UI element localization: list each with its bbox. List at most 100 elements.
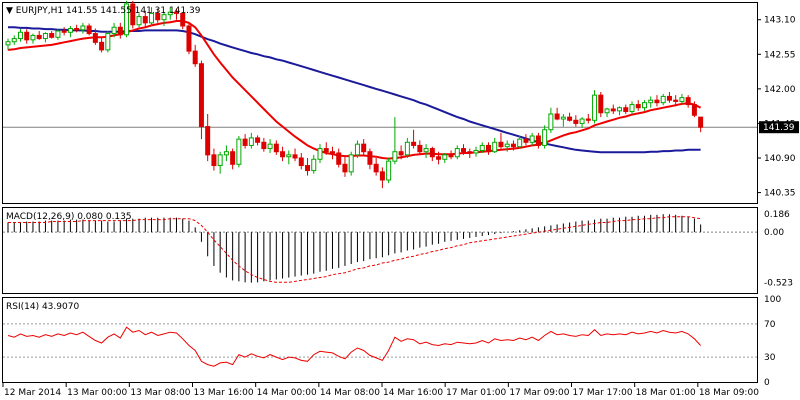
time-tick-label: 17 Mar 17:00 <box>573 388 633 398</box>
price-tick-label: 140.35 <box>764 189 796 199</box>
candle-body <box>429 148 435 158</box>
candle-body <box>86 25 92 35</box>
candle-body <box>354 143 360 156</box>
candle-body <box>535 135 541 146</box>
candle-body <box>660 95 666 104</box>
candle-body <box>673 99 679 102</box>
candle-series <box>5 0 704 189</box>
price-tick-label: 142.55 <box>764 50 796 60</box>
candle-body <box>36 34 42 40</box>
candle-body <box>573 119 579 124</box>
current-price-label: 141.39 <box>763 123 795 133</box>
candle-body <box>592 94 598 121</box>
candle-body <box>192 50 198 65</box>
candle-body <box>629 104 635 112</box>
rsi-tick-label: 70 <box>764 320 776 330</box>
candle-body <box>691 104 697 116</box>
candle-body <box>67 28 73 33</box>
macd-series <box>3 214 757 283</box>
candle-body <box>698 116 704 128</box>
candle-body <box>523 138 529 143</box>
candle-body <box>529 135 535 143</box>
candle-body <box>55 30 61 38</box>
candle-body <box>42 33 48 40</box>
candle-body <box>255 137 261 143</box>
candle-body <box>442 154 448 160</box>
candle-body <box>635 104 641 109</box>
candle-body <box>504 143 510 148</box>
macd-tick-label: -0.523 <box>764 279 793 289</box>
candle-body <box>105 33 111 51</box>
candle-body <box>298 157 304 167</box>
candle-body <box>585 118 591 121</box>
rsi-series <box>3 323 757 367</box>
candle-body <box>280 151 286 158</box>
macd-title: MACD(12,26,9) 0.080 0.135 <box>6 212 132 222</box>
candle-body <box>648 99 654 104</box>
candle-body <box>180 12 186 27</box>
candle-body <box>130 3 136 26</box>
rsi-line <box>7 326 701 367</box>
candle-body <box>49 33 55 38</box>
time-tick-label: 13 Mar 16:00 <box>194 388 254 398</box>
candle-body <box>398 151 404 156</box>
candle-body <box>461 148 467 153</box>
candle-body <box>654 99 660 104</box>
macd-tick-label: 0.00 <box>764 228 784 238</box>
candle-body <box>423 148 429 153</box>
candle-body <box>666 95 672 101</box>
macd-tick-label: 0.186 <box>764 210 790 220</box>
candle-body <box>230 151 236 165</box>
price-tick-label: 140.90 <box>764 154 796 164</box>
candle-body <box>261 141 267 150</box>
candle-body <box>211 154 217 167</box>
candle-body <box>267 143 273 150</box>
candle-body <box>329 151 335 154</box>
candle-body <box>542 129 548 146</box>
rsi-tick-label: 100 <box>764 295 781 305</box>
candle-body <box>111 26 117 35</box>
candle-body <box>124 3 130 36</box>
candle-body <box>517 138 523 148</box>
candle-body <box>186 25 192 52</box>
candle-body <box>492 141 498 153</box>
candle-body <box>479 144 485 151</box>
slow-ma-line <box>8 26 701 154</box>
candle-body <box>411 141 417 146</box>
symbol-header: ▼ EURJPY,H1 141.55 141.55 141.31 141.39 <box>6 6 201 16</box>
candle-body <box>641 102 647 109</box>
time-tick-label: 17 Mar 01:00 <box>446 388 506 398</box>
candle-body <box>223 151 229 156</box>
candle-body <box>136 16 142 26</box>
candle-body <box>99 41 105 51</box>
candle-body <box>498 141 504 148</box>
candle-body <box>205 126 211 156</box>
candle-body <box>80 25 86 31</box>
candle-body <box>598 94 604 114</box>
candle-body <box>61 30 67 33</box>
candle-body <box>604 108 610 114</box>
fast-ma-line <box>7 20 702 160</box>
candle-body <box>685 97 691 106</box>
candle-body <box>286 154 292 158</box>
candle-body <box>379 171 385 181</box>
time-tick-label: 14 Mar 16:00 <box>383 388 443 398</box>
candle-body <box>273 143 279 153</box>
time-tick-label: 13 Mar 00:00 <box>67 388 127 398</box>
candle-body <box>198 63 204 128</box>
candle-body <box>30 34 36 41</box>
rsi-tick-label: 30 <box>764 353 776 363</box>
candle-body <box>305 165 311 172</box>
candle-body <box>448 154 454 158</box>
macd-signal-line <box>8 216 701 283</box>
candle-body <box>348 154 354 173</box>
candle-body <box>342 163 348 173</box>
candle-body <box>242 138 248 146</box>
rsi-panel <box>2 297 758 383</box>
time-tick-label: 14 Mar 00:00 <box>257 388 317 398</box>
candle-body <box>217 154 223 167</box>
candle-body <box>17 31 23 40</box>
candle-body <box>117 26 123 36</box>
candle-body <box>142 16 148 24</box>
